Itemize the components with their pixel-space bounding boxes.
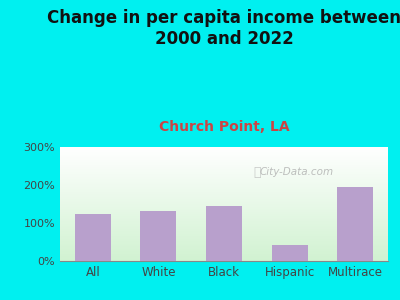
Bar — [337, 187, 373, 261]
Bar — [75, 214, 111, 261]
Text: Church Point, LA: Church Point, LA — [159, 120, 289, 134]
Text: ⓘ: ⓘ — [253, 166, 260, 178]
Bar — [272, 245, 308, 261]
Bar — [206, 206, 242, 261]
Text: City-Data.com: City-Data.com — [259, 167, 333, 177]
Bar — [140, 211, 176, 261]
Text: Change in per capita income between
2000 and 2022: Change in per capita income between 2000… — [47, 9, 400, 48]
